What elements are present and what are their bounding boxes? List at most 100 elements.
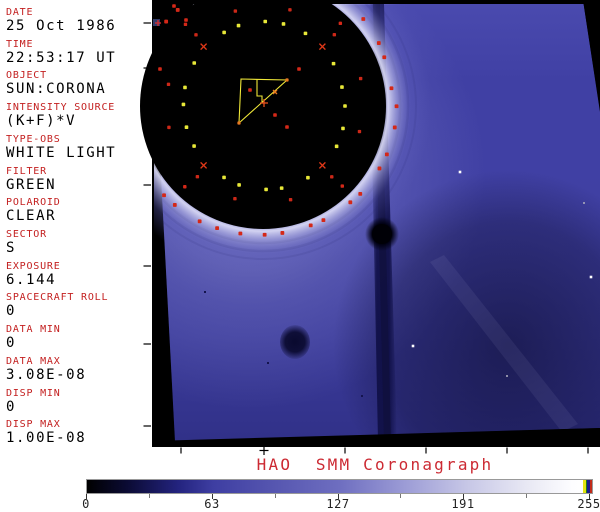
red-outer-ring-dot (389, 86, 394, 91)
red-outer-ring-dot (280, 231, 285, 235)
field-label: EXPOSURE (6, 260, 61, 272)
metadata-field-disp-max: DISP MAX 1.00E-08 (6, 419, 150, 446)
yellow-fiducial-ring-dot (181, 102, 186, 107)
colorbar-label: 191 (451, 497, 475, 511)
polygon-diag-x (272, 89, 278, 95)
yellow-fiducial-ring-dot (340, 85, 344, 89)
field-value: 0 (6, 335, 17, 352)
dark-speck (267, 362, 269, 364)
red-mid-ring-dot (330, 175, 334, 179)
red-diagonal-dots-dot (183, 22, 188, 27)
field-label: TIME (6, 38, 34, 50)
field-value: GREEN (6, 176, 57, 193)
field-value: 0 (6, 303, 17, 320)
colorbar-label: 63 (204, 497, 220, 511)
dark-spot (280, 325, 310, 359)
red-x-mark (200, 161, 208, 169)
field-value: SUN:CORONA (6, 81, 107, 98)
red-outer-ring-dot (215, 226, 220, 231)
yellow-fiducial-ring-dot (222, 175, 226, 180)
red-fiducial-dot (248, 88, 252, 92)
fiducial-overlay (153, 4, 593, 397)
red-x-mark (200, 43, 208, 51)
field-label: INTENSITY SOURCE (6, 102, 116, 114)
field-label: OBJECT (6, 70, 47, 82)
yellow-fiducial-ring-dot (183, 85, 187, 90)
colorbar-end-stripe (590, 480, 592, 493)
colorbar (86, 479, 593, 494)
field-value: S (6, 240, 17, 257)
colorbar-label: 0 (82, 497, 90, 511)
colorbar-end-stripe (582, 480, 586, 493)
yellow-fiducial-ring-dot (237, 183, 241, 187)
field-label: POLAROID (6, 197, 61, 209)
field-label: DISP MIN (6, 387, 61, 399)
field-label: DATA MAX (6, 355, 61, 367)
colorbar-major-tick (86, 494, 87, 499)
diagonal-streak (430, 255, 578, 432)
metadata-field-sector: SECTOR S (6, 229, 150, 256)
red-outer-ring-dot (358, 191, 363, 196)
red-diagonal-dots-dot (338, 21, 343, 26)
red-mid-ring-dot (332, 33, 337, 37)
red-outer-ring-dot (238, 231, 243, 236)
metadata-field-time: TIME 22:53:17 UT (6, 39, 150, 66)
star-speck (458, 170, 462, 174)
yellow-fiducial-ring-dot (222, 30, 226, 35)
red-mid-ring-dot (194, 33, 198, 37)
red-mid-ring-dot (233, 197, 237, 201)
pointing-polygon-step (256, 79, 263, 103)
field-value: 0 (6, 398, 17, 415)
field-value: (K+F)*V (6, 113, 77, 130)
red-outer-ring-dot (377, 166, 382, 171)
dim-speck (583, 202, 585, 204)
red-outer-ring-dot (162, 193, 166, 198)
field-label: DISP MAX (6, 419, 61, 431)
red-outer-ring-dot (164, 19, 169, 24)
colorbar-end-stripe (585, 480, 587, 493)
field-label: SPACECRAFT ROLL (6, 292, 109, 304)
metadata-sidebar: DATE 25 Oct 1986 TIME 22:53:17 UT OBJECT SUN:… (0, 0, 150, 460)
yellow-fiducial-ring-dot (192, 61, 197, 65)
red-outer-ring-dot (197, 219, 202, 224)
red-mid-ring-dot (167, 125, 171, 130)
red-mid-ring-dot (166, 82, 171, 86)
red-outer-ring-dot (175, 8, 180, 12)
colorbar-end-stripe (587, 480, 590, 493)
coronagraph-image (140, 0, 600, 455)
dim-speck (506, 375, 508, 377)
image-title: HAO SMM Coronagraph (256, 455, 494, 474)
field-value: 1.00E-08 (6, 430, 87, 447)
metadata-field-date: DATE 25 Oct 1986 (6, 7, 150, 34)
red-mid-ring-dot (288, 197, 293, 202)
colorbar-major-tick (589, 494, 590, 499)
bottom-margin (152, 428, 600, 447)
red-outer-ring-dot (394, 104, 399, 109)
red-outer-ring-dot (361, 17, 366, 21)
field-value: CLEAR (6, 208, 57, 225)
star-speck (589, 275, 593, 279)
red-fiducial-dot (273, 113, 277, 117)
field-value: 22:53:17 UT (6, 49, 117, 66)
red-mid-ring-dot (233, 9, 238, 13)
yellow-fiducial-ring-dot (303, 31, 308, 36)
colorbar-label: 255 (577, 497, 600, 511)
red-outer-ring-dot (348, 200, 353, 205)
pointing-polygon (238, 78, 289, 125)
pylon-blob-core (372, 224, 392, 244)
red-mid-ring-dot (357, 129, 362, 134)
red-outer-ring-dot (382, 55, 387, 60)
yellow-fiducial-ring-dot (306, 175, 310, 180)
colorbar-major-tick (212, 494, 213, 499)
dark-speck (204, 291, 206, 293)
metadata-field-data-min: DATA MIN 0 (6, 324, 150, 351)
red-fiducial-dot (172, 4, 176, 8)
red-mid-ring-dot (288, 8, 292, 12)
metadata-field-polaroid: POLAROID CLEAR (6, 197, 150, 224)
metadata-field-intensity-source: INTENSITY SOURCE (K+F)*V (6, 102, 150, 129)
top-margin (152, 0, 600, 4)
yellow-fiducial-ring-dot (341, 126, 345, 131)
red-x-mark (318, 161, 326, 169)
yellow-fiducial-ring-dot (236, 23, 241, 28)
